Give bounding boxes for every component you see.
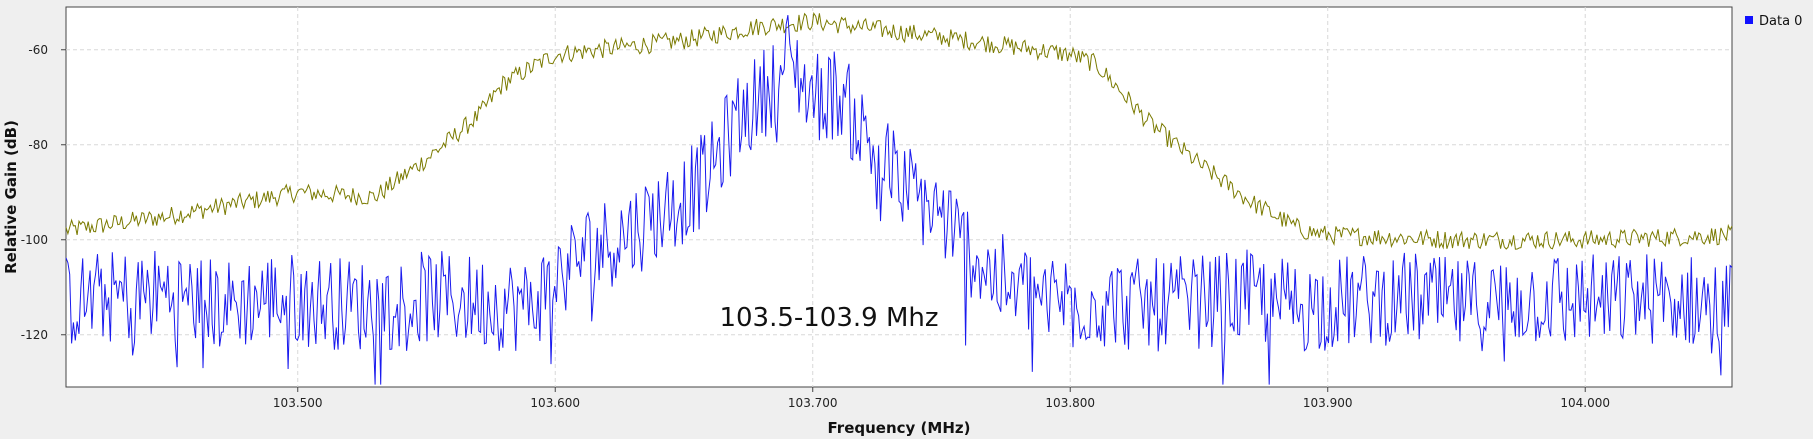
x-axis-ticks: 103.500 103.600 103.700 103.800 103.900 104.0… (273, 387, 1610, 410)
x-tick-label: 103.800 (1045, 396, 1095, 410)
x-tick-label: 103.600 (530, 396, 580, 410)
legend: Data 0 (1745, 14, 1802, 29)
series-line-unnamed (65, 12, 1733, 250)
series-layer (65, 12, 1733, 385)
x-tick-label: 103.500 (273, 396, 323, 410)
y-axis-title: Relative Gain (dB) (2, 120, 20, 274)
y-tick-label: -120 (21, 328, 48, 342)
x-tick-label: 104.000 (1560, 396, 1610, 410)
legend-label-data-0: Data 0 (1759, 14, 1802, 29)
y-tick-label: -100 (21, 233, 48, 247)
legend-swatch-data-0 (1745, 16, 1753, 24)
series-line-data-0 (65, 15, 1733, 385)
y-tick-label: -60 (28, 43, 48, 57)
x-tick-label: 103.700 (788, 396, 838, 410)
frequency-range-annotation: 103.5-103.9 Mhz (719, 303, 938, 333)
x-tick-label: 103.900 (1303, 396, 1353, 410)
x-axis-title: Frequency (MHz) (828, 419, 971, 437)
y-tick-label: -80 (28, 138, 48, 152)
y-axis-ticks: -60 -80 -100 -120 (21, 43, 66, 342)
